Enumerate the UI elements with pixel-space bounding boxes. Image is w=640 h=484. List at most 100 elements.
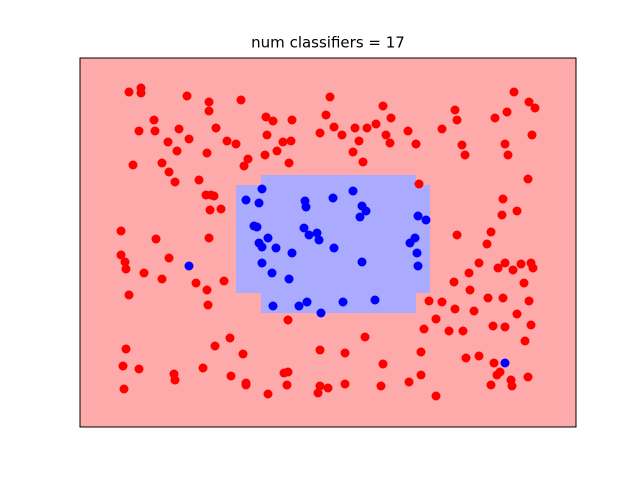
data-point [315, 345, 325, 355]
data-point [211, 123, 221, 133]
data-point [174, 124, 184, 134]
data-point [279, 368, 289, 378]
data-point [355, 212, 365, 222]
data-point [263, 389, 273, 399]
data-point [523, 372, 533, 382]
data-point [302, 297, 312, 307]
data-point [118, 361, 128, 371]
data-point [498, 293, 508, 303]
data-point [287, 248, 297, 258]
data-point [170, 375, 180, 385]
data-point [431, 391, 441, 401]
data-point [527, 130, 537, 140]
data-point [134, 126, 144, 136]
data-point [450, 105, 460, 115]
data-point [231, 139, 241, 149]
data-point [120, 257, 130, 267]
data-point [348, 147, 358, 157]
data-point [381, 130, 391, 140]
data-point [489, 358, 499, 368]
data-point [241, 380, 251, 390]
data-point [486, 227, 496, 237]
data-point [226, 371, 236, 381]
data-point [411, 139, 421, 149]
data-point [450, 304, 460, 314]
data-point [444, 326, 454, 336]
data-point [524, 97, 534, 107]
data-point [278, 137, 288, 147]
data-point [136, 88, 146, 98]
data-point [358, 157, 368, 167]
data-point [360, 332, 370, 342]
data-point [386, 113, 396, 123]
data-point [412, 248, 422, 258]
data-point [519, 278, 529, 288]
data-point [268, 116, 278, 126]
data-point [225, 333, 235, 343]
data-point [500, 322, 510, 332]
data-point [128, 160, 138, 170]
data-point [528, 263, 538, 273]
data-point [151, 234, 161, 244]
data-point [124, 87, 134, 97]
data-point [257, 258, 267, 268]
data-point [378, 359, 388, 369]
data-point [124, 290, 134, 300]
data-point [119, 384, 129, 394]
data-point [272, 146, 282, 156]
data-point [523, 174, 533, 184]
data-point [509, 87, 519, 97]
data-point [329, 122, 339, 132]
data-point [437, 124, 447, 134]
data-point [457, 140, 467, 150]
data-point [116, 250, 126, 260]
data-point [500, 358, 510, 368]
data-point [350, 123, 360, 133]
data-point [205, 205, 215, 215]
data-point [495, 367, 505, 377]
data-point [287, 115, 297, 125]
data-point [512, 206, 522, 216]
data-point [219, 276, 229, 286]
data-point [204, 106, 214, 116]
data-point [198, 363, 208, 373]
data-point [134, 364, 144, 374]
data-point [222, 136, 232, 146]
data-point [371, 119, 381, 129]
data-point [121, 344, 131, 354]
data-point [262, 130, 272, 140]
data-point [328, 193, 338, 203]
data-point [419, 324, 429, 334]
data-point [243, 154, 253, 164]
data-point [216, 204, 226, 214]
data-point [254, 198, 264, 208]
data-point [315, 128, 325, 138]
data-point [486, 380, 496, 390]
data-point [370, 295, 380, 305]
data-point [284, 274, 294, 284]
data-point [314, 235, 324, 245]
data-point [312, 228, 322, 238]
data-point [337, 130, 347, 140]
data-point [261, 112, 271, 122]
data-point [202, 285, 212, 295]
data-point [338, 297, 348, 307]
data-point [260, 150, 270, 160]
data-point [413, 211, 423, 221]
data-point [497, 210, 507, 220]
data-point [299, 223, 309, 233]
data-point [452, 230, 462, 240]
data-point [163, 137, 173, 147]
data-point [271, 243, 281, 253]
data-point [520, 336, 530, 346]
data-point [191, 278, 201, 288]
data-point [315, 381, 325, 391]
data-point [321, 110, 331, 120]
data-point [323, 383, 333, 393]
data-point [263, 233, 273, 243]
data-point [239, 161, 249, 171]
data-point [184, 134, 194, 144]
data-point [194, 175, 204, 185]
data-point [329, 243, 339, 253]
